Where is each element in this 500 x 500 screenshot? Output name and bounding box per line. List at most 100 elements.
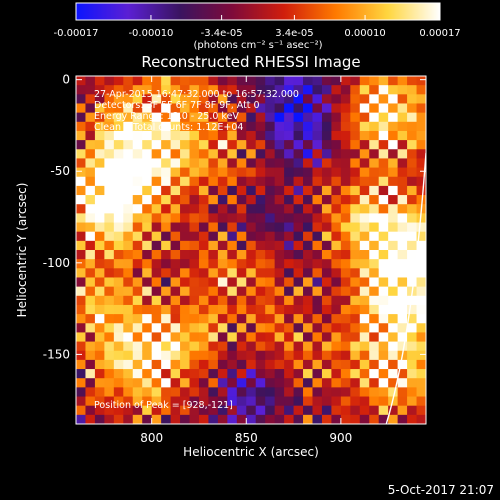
image-pixel (246, 112, 257, 123)
image-pixel (123, 231, 134, 242)
image-pixel (284, 103, 295, 114)
image-pixel (142, 259, 153, 269)
image-pixel (217, 176, 228, 187)
image-pixel (312, 121, 323, 132)
image-pixel (227, 332, 238, 343)
image-pixel (359, 295, 370, 306)
image-pixel (321, 204, 333, 214)
image-pixel (170, 295, 181, 306)
image-pixel (359, 85, 370, 95)
image-pixel (123, 350, 134, 361)
image-pixel (274, 231, 285, 242)
image-pixel (142, 158, 153, 169)
image-pixel (369, 158, 380, 169)
image-pixel (274, 286, 285, 297)
image-pixel (104, 323, 115, 334)
image-pixel (198, 167, 210, 178)
image-pixel (123, 259, 134, 269)
image-pixel (312, 277, 323, 288)
image-pixel (416, 286, 426, 297)
image-pixel (303, 259, 314, 269)
image-pixel (331, 213, 342, 224)
image-pixel (113, 94, 124, 105)
image-pixel (331, 195, 342, 205)
image-pixel (340, 94, 351, 105)
image-pixel (246, 414, 257, 424)
image-pixel (236, 268, 247, 279)
image-pixel (217, 387, 228, 398)
image-pixel (180, 149, 191, 160)
image-pixel (151, 222, 162, 233)
image-pixel (378, 378, 389, 388)
image-pixel (246, 259, 257, 269)
image-pixel (161, 231, 172, 242)
image-pixel (312, 414, 323, 424)
image-pixel (284, 405, 295, 416)
image-pixel (321, 213, 333, 224)
image-pixel (132, 323, 143, 334)
image-pixel (208, 405, 219, 416)
image-pixel (123, 167, 134, 178)
image-pixel (359, 185, 370, 196)
image-pixel (123, 332, 134, 343)
image-pixel (94, 405, 105, 416)
image-pixel (198, 323, 210, 334)
image-pixel (189, 112, 200, 123)
image-pixel (208, 195, 219, 205)
image-pixel (198, 140, 210, 150)
image-pixel (151, 323, 162, 334)
image-pixel (397, 286, 408, 297)
image-pixel (227, 295, 238, 306)
image-pixel (407, 323, 418, 334)
image-pixel (236, 286, 247, 297)
image-pixel (132, 286, 143, 297)
image-pixel (369, 204, 380, 214)
image-pixel (369, 259, 380, 269)
image-pixel (303, 112, 314, 123)
peak-position-label: Position of Peak = [928,-121] (94, 400, 233, 411)
image-pixel (151, 149, 162, 160)
image-pixel (321, 140, 333, 150)
image-pixel (340, 140, 351, 150)
image-pixel (94, 121, 105, 132)
image-pixel (416, 112, 426, 123)
image-pixel (123, 240, 134, 251)
image-pixel (151, 204, 162, 214)
image-pixel (208, 204, 219, 214)
image-pixel (293, 341, 304, 352)
image-pixel (397, 140, 408, 150)
image-pixel (321, 231, 333, 242)
image-pixel (274, 130, 285, 141)
image-pixel (397, 167, 408, 178)
image-pixel (407, 259, 418, 269)
image-pixel (180, 94, 191, 105)
image-pixel (388, 176, 399, 187)
image-pixel (227, 240, 238, 251)
image-pixel (236, 103, 247, 114)
y-tick-label: -150 (43, 347, 70, 361)
image-pixel (227, 130, 238, 141)
image-pixel (265, 158, 276, 169)
image-pixel (340, 195, 351, 205)
image-pixel (416, 176, 426, 187)
image-pixel (293, 396, 304, 407)
image-pixel (151, 350, 162, 361)
image-pixel (284, 323, 295, 334)
image-pixel (369, 85, 380, 95)
image-pixel (189, 213, 200, 224)
image-pixel (94, 213, 105, 224)
image-pixel (85, 176, 96, 187)
image-pixel (170, 268, 181, 279)
image-pixel (331, 167, 342, 178)
image-pixel (208, 94, 219, 105)
image-pixel (180, 213, 191, 224)
image-pixel (255, 387, 266, 398)
image-pixel (151, 158, 162, 169)
image-pixel (113, 259, 124, 269)
image-pixel (303, 314, 314, 324)
image-pixel (265, 304, 276, 315)
image-pixel (284, 304, 295, 315)
image-pixel (397, 359, 408, 370)
image-pixel (76, 176, 87, 187)
image-pixel (397, 195, 408, 205)
